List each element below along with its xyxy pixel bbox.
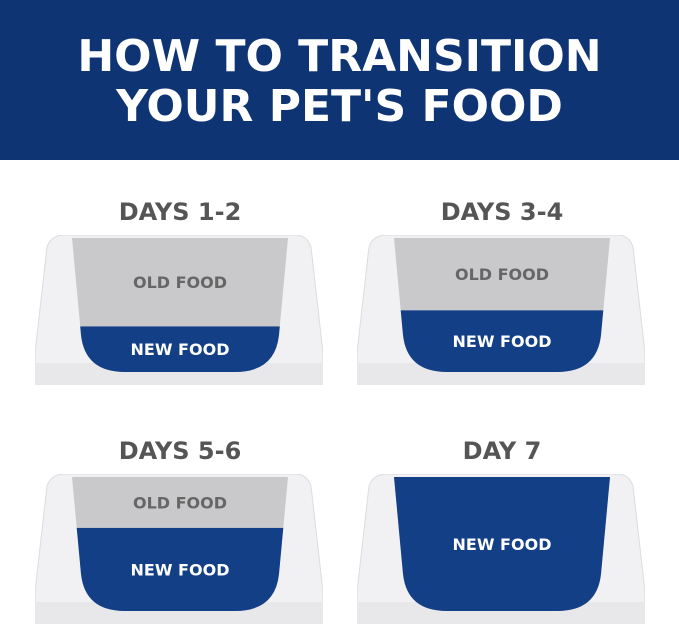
title-line-1: HOW TO TRANSITION	[77, 31, 602, 82]
new-food-fill	[72, 527, 288, 611]
new-food-label: NEW FOOD	[131, 560, 230, 579]
stage-days-1-2: DAYS 1-2 OLD FOOD NEW FOOD	[35, 197, 325, 385]
new-food-fill	[394, 477, 610, 611]
stage-title: DAYS 1-2	[118, 198, 242, 226]
stage-days-5-6: DAYS 5-6 OLD FOOD NEW FOOD	[35, 436, 325, 624]
stage-title: DAYS 5-6	[118, 437, 242, 465]
new-food-fill	[394, 310, 610, 372]
old-food-label: OLD FOOD	[455, 265, 549, 284]
stage-title: DAY 7	[462, 437, 542, 465]
stage-days-3-4: DAYS 3-4 OLD FOOD NEW FOOD	[357, 197, 647, 385]
new-food-label: NEW FOOD	[453, 332, 552, 351]
title-line-2: YOUR PET'S FOOD	[116, 81, 563, 132]
new-food-label: NEW FOOD	[453, 535, 552, 554]
stage-title: DAYS 3-4	[440, 198, 564, 226]
bowl-illustration: OLD FOOD NEW FOOD	[35, 474, 323, 624]
bowl-illustration: NEW FOOD	[357, 474, 645, 624]
old-food-label: OLD FOOD	[133, 493, 227, 512]
new-food-fill	[72, 326, 288, 372]
bowl-illustration: OLD FOOD NEW FOOD	[35, 235, 323, 385]
bowl-illustration: OLD FOOD NEW FOOD	[357, 235, 645, 385]
stage-day-7: DAY 7 NEW FOOD	[357, 436, 647, 624]
new-food-label: NEW FOOD	[131, 340, 230, 359]
header-banner: HOW TO TRANSITION YOUR PET'S FOOD	[0, 0, 679, 160]
old-food-label: OLD FOOD	[133, 273, 227, 292]
